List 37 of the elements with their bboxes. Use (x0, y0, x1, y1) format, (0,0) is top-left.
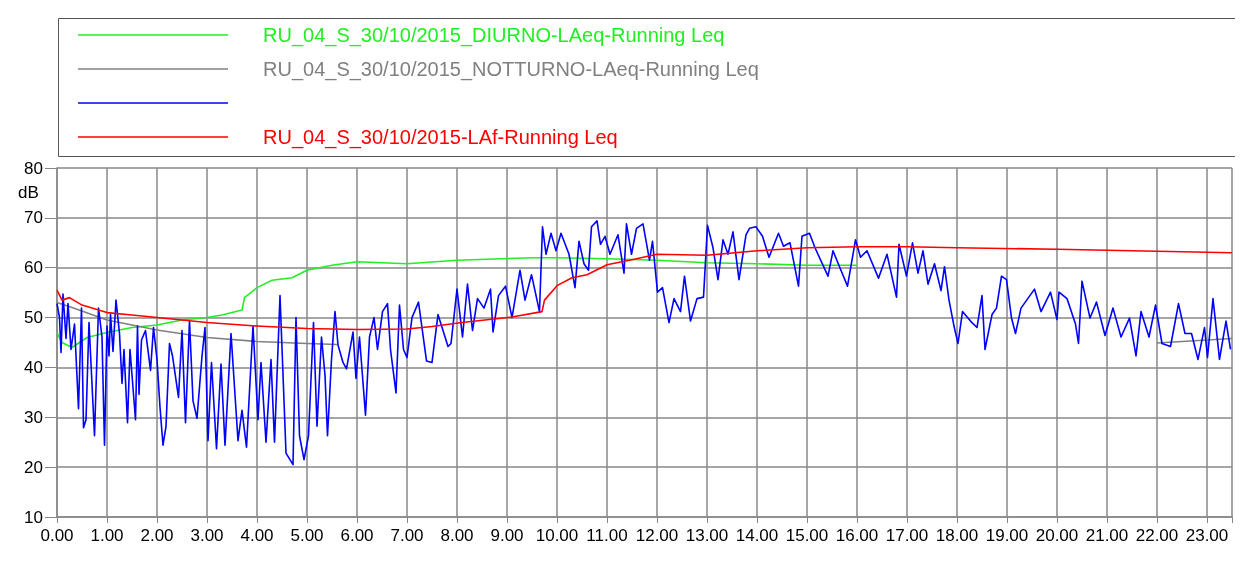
text: RU_04_S_30/10/2015_DIURNO-LAeq-Running Leq (263, 24, 725, 47)
x-tick-label: 9.00 (490, 526, 524, 545)
x-tick-label: 16.00 (835, 526, 879, 545)
x-tick-label: 19.00 (985, 526, 1029, 545)
x-tick-label: 11.00 (586, 526, 628, 545)
x-tick-label: 17.00 (885, 526, 929, 545)
y-tick-label: 50 (24, 308, 43, 328)
x-tick-label: 12.00 (635, 526, 679, 545)
x-tick-label: 13.00 (685, 526, 729, 545)
x-tick-label: 2.00 (140, 526, 174, 545)
x-tick-label: 7.00 (390, 526, 424, 545)
x-tick-label: 20.00 (1035, 526, 1079, 545)
y-tick-label: 40 (24, 357, 43, 377)
x-tick-label: 6.00 (340, 526, 374, 545)
x-tick-label: 18.00 (935, 526, 979, 545)
x-tick-label: 3.00 (190, 526, 224, 545)
x-tick-label: 5.00 (290, 526, 324, 545)
y-tick-label: 30 (24, 407, 43, 427)
x-tick-label: 1.00 (90, 526, 124, 545)
x-tick-label: 15.00 (785, 526, 829, 545)
x-tick-label: 8.00 (440, 526, 474, 545)
x-tick-label: 21.00 (1085, 526, 1129, 545)
x-tick-label: 22.00 (1135, 526, 1179, 545)
x-tick-label: 23.00 (1185, 526, 1229, 545)
y-tick-label: 20 (24, 457, 43, 477)
line-series (56, 256, 858, 349)
x-tick-label: 14.00 (735, 526, 779, 545)
y-tick-label: 80 (24, 158, 43, 178)
x-tick-label: 4.00 (240, 526, 274, 545)
x-tick-label: 0.00 (40, 526, 74, 545)
y-tick-label: 60 (24, 258, 43, 278)
text: RU_04_S_30/10/2015-LAf-Running Leq (263, 126, 618, 149)
y-tick-label: 10 (24, 507, 43, 527)
y-axis-title: dB (18, 183, 39, 202)
text: RU_04_S_30/10/2015_NOTTURNO-LAeq-Running Leq (263, 58, 759, 81)
x-tick-label: 10.00 (535, 526, 579, 545)
y-tick-label: 70 (24, 208, 43, 228)
